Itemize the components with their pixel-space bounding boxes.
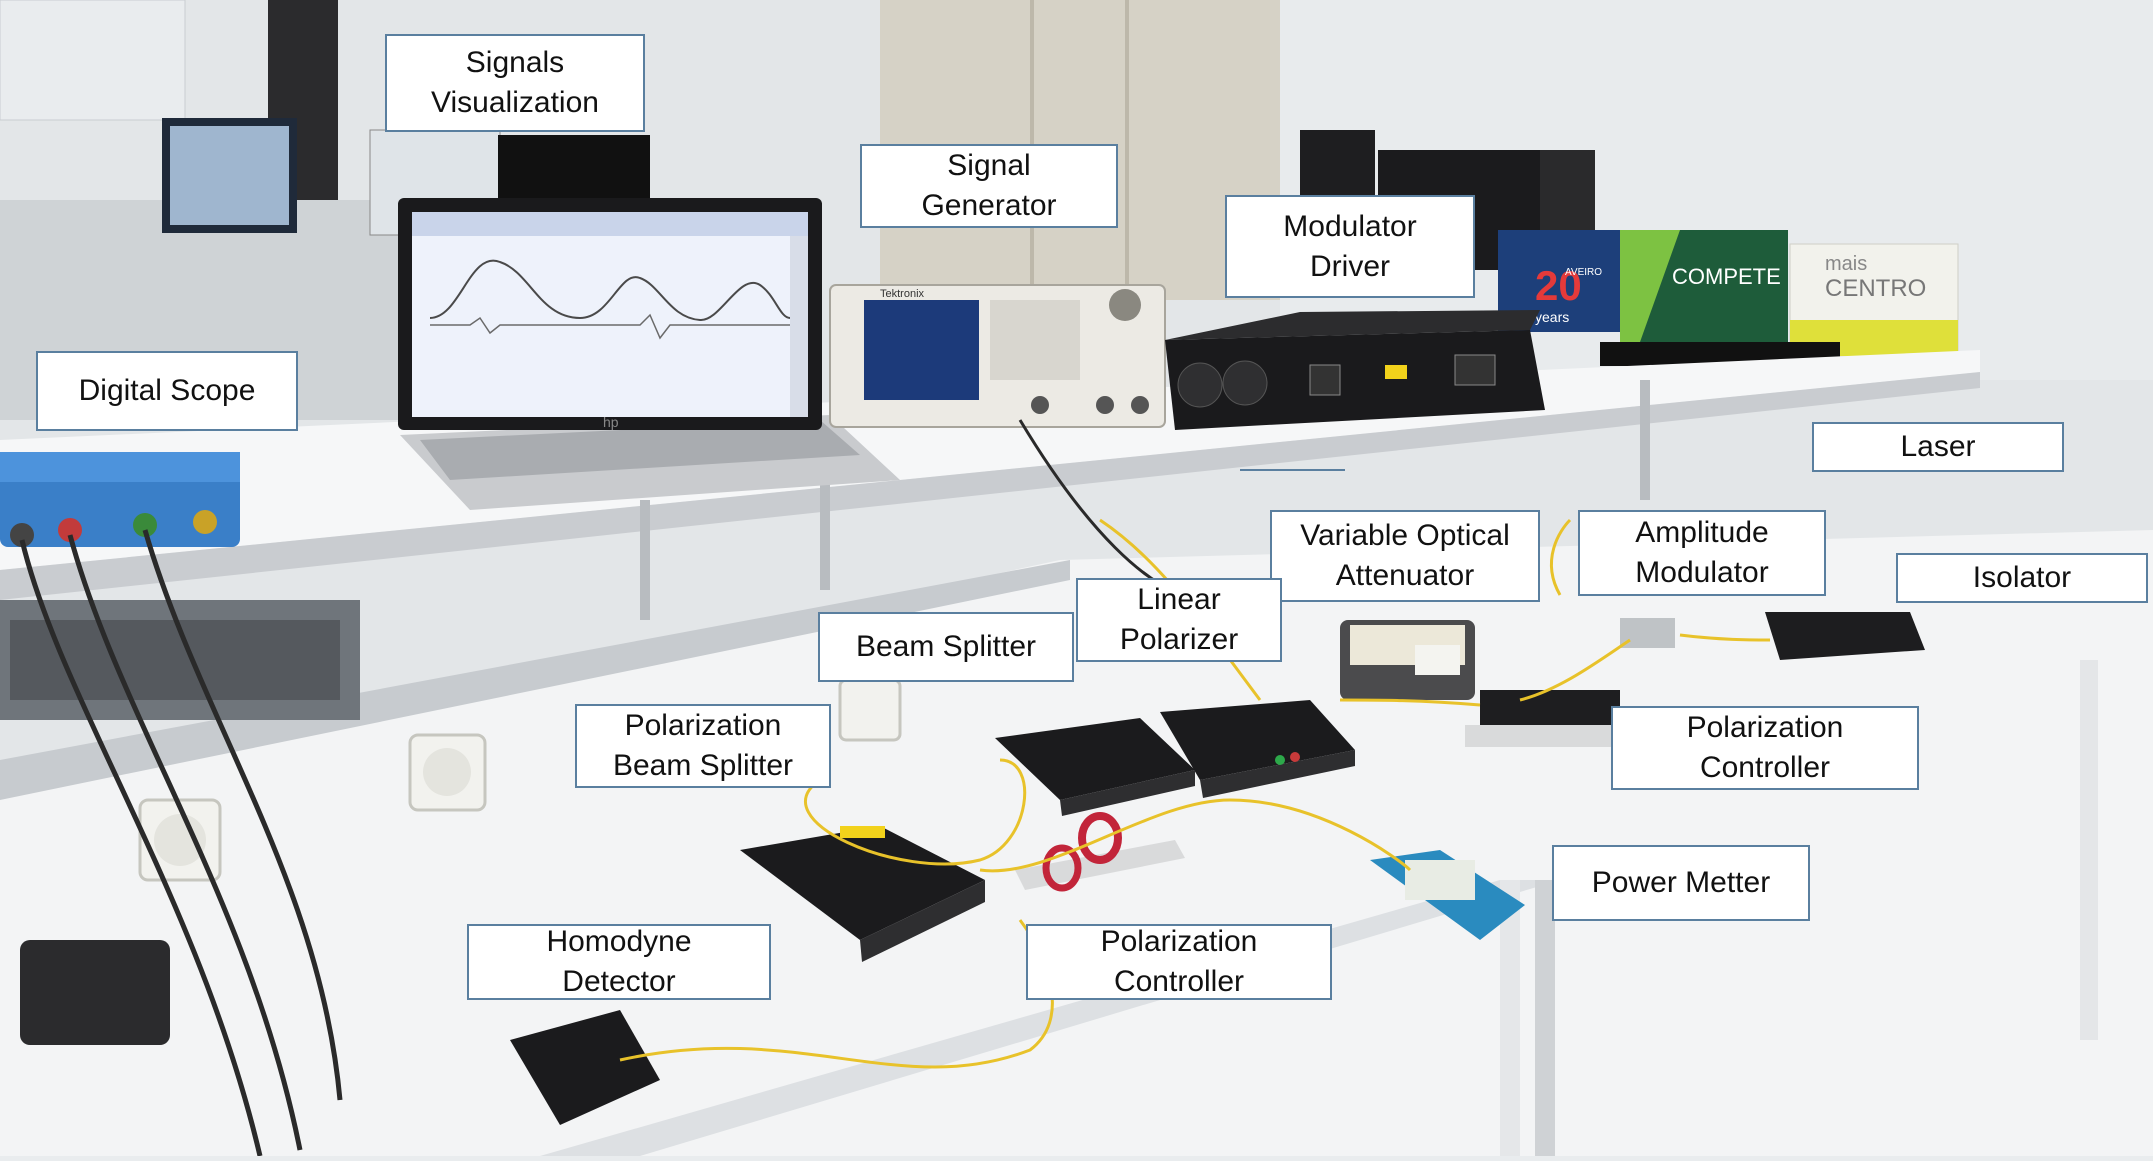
poster-it-label: years: [1535, 309, 1569, 325]
signal-generator-display: [864, 300, 979, 400]
homodyne-detector-body: [510, 1010, 660, 1125]
label-laser: Laser: [1812, 422, 2064, 472]
power-supply: [20, 940, 170, 1045]
laptop-screen: [412, 212, 808, 417]
label-polarization-beam-splitter: Polarization Beam Splitter: [575, 704, 831, 788]
poster-centro: CENTRO: [1825, 275, 1926, 302]
label-signals-visualization: Signals Visualization: [385, 34, 645, 132]
isolator-body: [1765, 612, 1925, 660]
label-signal-generator: Signal Generator: [860, 144, 1118, 228]
linear-polarizer-body: [1160, 700, 1355, 780]
poster-mais: mais: [1825, 253, 1867, 275]
amplitude-modulator-body: [1620, 618, 1675, 648]
label-digital-scope: Digital Scope: [36, 351, 298, 431]
label-amplitude-modulator: Amplitude Modulator: [1578, 510, 1826, 596]
beam-splitter-body: [995, 718, 1195, 800]
label-power-metter: Power Metter: [1552, 845, 1810, 921]
label-beam-splitter: Beam Splitter: [818, 612, 1074, 682]
label-linear-polarizer: Linear Polarizer: [1076, 578, 1282, 662]
scope-trace: [429, 259, 791, 322]
wall-outlet: [838, 678, 902, 742]
label-polarization-controller-center: Polarization Controller: [1026, 924, 1332, 1000]
pbs-body: [740, 826, 985, 940]
label-homodyne-detector: Homodyne Detector: [467, 924, 771, 1000]
pol-controller-center: [1015, 840, 1185, 890]
label-modulator-driver: Modulator Driver: [1225, 195, 1475, 298]
label-variable-optical-attenuator: Variable Optical Attenuator: [1270, 510, 1540, 602]
poster-it-years: 20: [1535, 262, 1582, 309]
poster-compete-title: COMPETE: [1672, 264, 1781, 289]
generator-brand: Tektronix: [880, 288, 925, 300]
modulator-driver-body: [1165, 330, 1545, 430]
laptop-logo: hp: [603, 414, 619, 430]
label-isolator: Isolator: [1896, 553, 2148, 603]
poster-it-city: AVEIRO: [1565, 267, 1602, 278]
label-polarization-controller-right: Polarization Controller: [1611, 706, 1919, 790]
